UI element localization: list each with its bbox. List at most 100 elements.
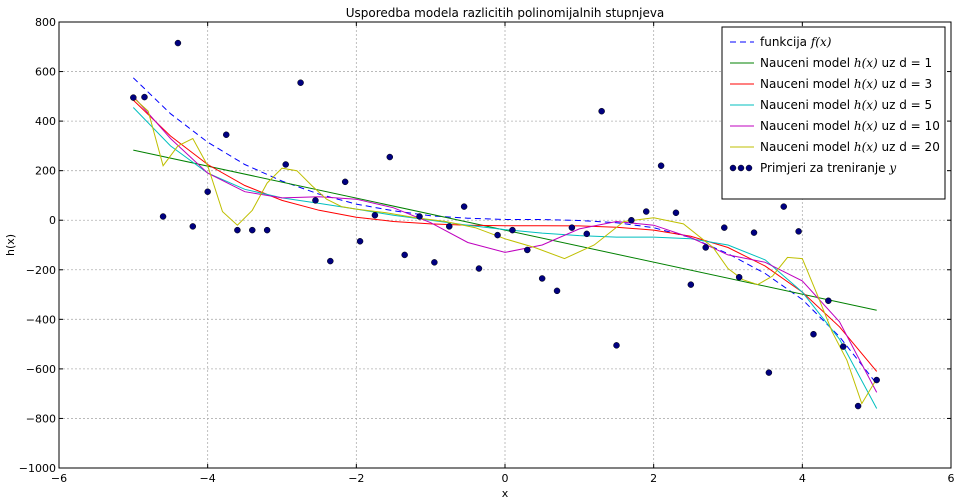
y-tick-labels: −1000 −800 −600 −400 −200 0 200 400 600 800: [19, 16, 56, 475]
training-point: [159, 213, 167, 220]
training-point: [750, 229, 758, 236]
y-axis-label: h(x): [4, 234, 17, 256]
series-line-0: [132, 77, 878, 385]
legend-box: [721, 26, 946, 200]
training-point: [825, 297, 832, 304]
training-point: [553, 287, 561, 295]
training-point: [598, 107, 605, 115]
y-tick-label: −600: [26, 363, 56, 376]
training-point: [642, 208, 650, 215]
legend-label: Nauceni model h(x) uz d = 1: [760, 56, 932, 70]
y-tick-label: −1000: [19, 462, 56, 475]
legend-label-part: h(x): [854, 77, 878, 91]
training-point: [702, 244, 709, 251]
legend-point-marker: [729, 164, 737, 172]
training-point: [460, 203, 468, 210]
y-tick-label: 200: [35, 165, 56, 178]
training-point: [795, 228, 802, 235]
training-point: [475, 265, 483, 272]
training-point: [765, 369, 773, 376]
series-line-4: [132, 95, 878, 393]
y-tick-label: 400: [35, 115, 56, 128]
training-point: [854, 402, 862, 410]
series-line-1: [133, 149, 877, 311]
x-tick-label: −4: [200, 472, 216, 485]
training-point: [810, 330, 817, 338]
training-point: [263, 226, 271, 234]
legend-label-part: uz d = 10: [878, 119, 940, 133]
legend-label: funkcija f(x): [760, 35, 832, 49]
training-point: [204, 188, 211, 195]
training-point: [735, 273, 743, 281]
series-lines: [132, 77, 878, 409]
training-point: [174, 39, 182, 47]
legend-label-part: Nauceni model: [760, 140, 854, 154]
legend-label-part: Nauceni model: [760, 98, 854, 112]
training-points: [130, 39, 880, 410]
training-point: [416, 213, 423, 220]
legend-point-marker: [745, 164, 753, 172]
training-point: [583, 230, 591, 238]
y-tick-label: 0: [49, 214, 56, 227]
x-tick-label: 6: [948, 472, 955, 485]
legend-label-part: h(x): [854, 119, 878, 133]
y-tick-label: −200: [26, 264, 56, 277]
legend-label-part: h(x): [854, 140, 878, 154]
training-point: [189, 223, 197, 230]
legend: funkcija f(x) Nauceni model h(x) uz d = 1…: [721, 26, 946, 200]
legend-label: Nauceni model h(x) uz d = 20: [760, 140, 940, 154]
training-point: [130, 94, 137, 101]
legend-label: Nauceni model h(x) uz d = 10: [760, 119, 940, 133]
legend-label: Nauceni model h(x) uz d = 5: [760, 98, 932, 112]
training-point: [657, 162, 665, 169]
legend-label-part: f(x): [810, 35, 832, 49]
legend-label-part: h(x): [854, 56, 878, 70]
training-point: [509, 226, 516, 234]
axis-ticks: [58, 21, 952, 469]
y-tick-label: −400: [26, 313, 56, 326]
training-point: [386, 153, 394, 161]
x-tick-label: 4: [799, 472, 806, 485]
legend-label-part: funkcija: [760, 35, 811, 49]
series-line-5: [132, 97, 878, 405]
legend-label-part: y: [888, 161, 896, 175]
legend-label-part: Nauceni model: [760, 77, 854, 91]
training-point: [327, 257, 334, 265]
training-point: [873, 376, 880, 384]
training-point: [234, 226, 241, 234]
training-point: [568, 224, 576, 231]
legend-label-part: h(x): [854, 98, 878, 112]
training-point: [780, 203, 787, 210]
training-point: [628, 216, 635, 224]
training-point: [687, 281, 695, 288]
x-tick-label: 0: [502, 472, 509, 485]
y-tick-label: 800: [35, 16, 56, 29]
legend-label-part: uz d = 5: [878, 98, 932, 112]
training-point: [312, 197, 319, 204]
chart-title: Usporedba modela razlicitih polinomijaln…: [346, 6, 665, 20]
legend-label: Nauceni model h(x) uz d = 3: [760, 77, 932, 91]
training-point: [839, 343, 847, 350]
x-axis-label: x: [502, 487, 509, 500]
training-point: [494, 231, 501, 239]
legend-label-part: uz d = 20: [878, 140, 940, 154]
y-tick-label: −800: [26, 412, 56, 425]
x-tick-label: −2: [348, 472, 364, 485]
legend-label-part: uz d = 1: [878, 56, 932, 70]
training-point: [356, 238, 364, 245]
training-point: [297, 79, 304, 86]
training-point: [249, 226, 256, 234]
training-point: [401, 251, 408, 259]
training-point: [524, 246, 531, 254]
training-point: [371, 212, 379, 219]
training-point: [141, 93, 148, 101]
legend-label-part: Nauceni model: [760, 119, 854, 133]
series-line-3: [132, 107, 878, 409]
legend-label-part: Primjeri za treniranje: [760, 161, 889, 175]
training-point: [446, 223, 453, 230]
x-tick-labels: −6 −4 −2 0 2 4 6: [51, 472, 955, 485]
training-point: [341, 178, 349, 186]
x-tick-label: 2: [650, 472, 657, 485]
legend-label-part: Nauceni model: [760, 56, 854, 70]
